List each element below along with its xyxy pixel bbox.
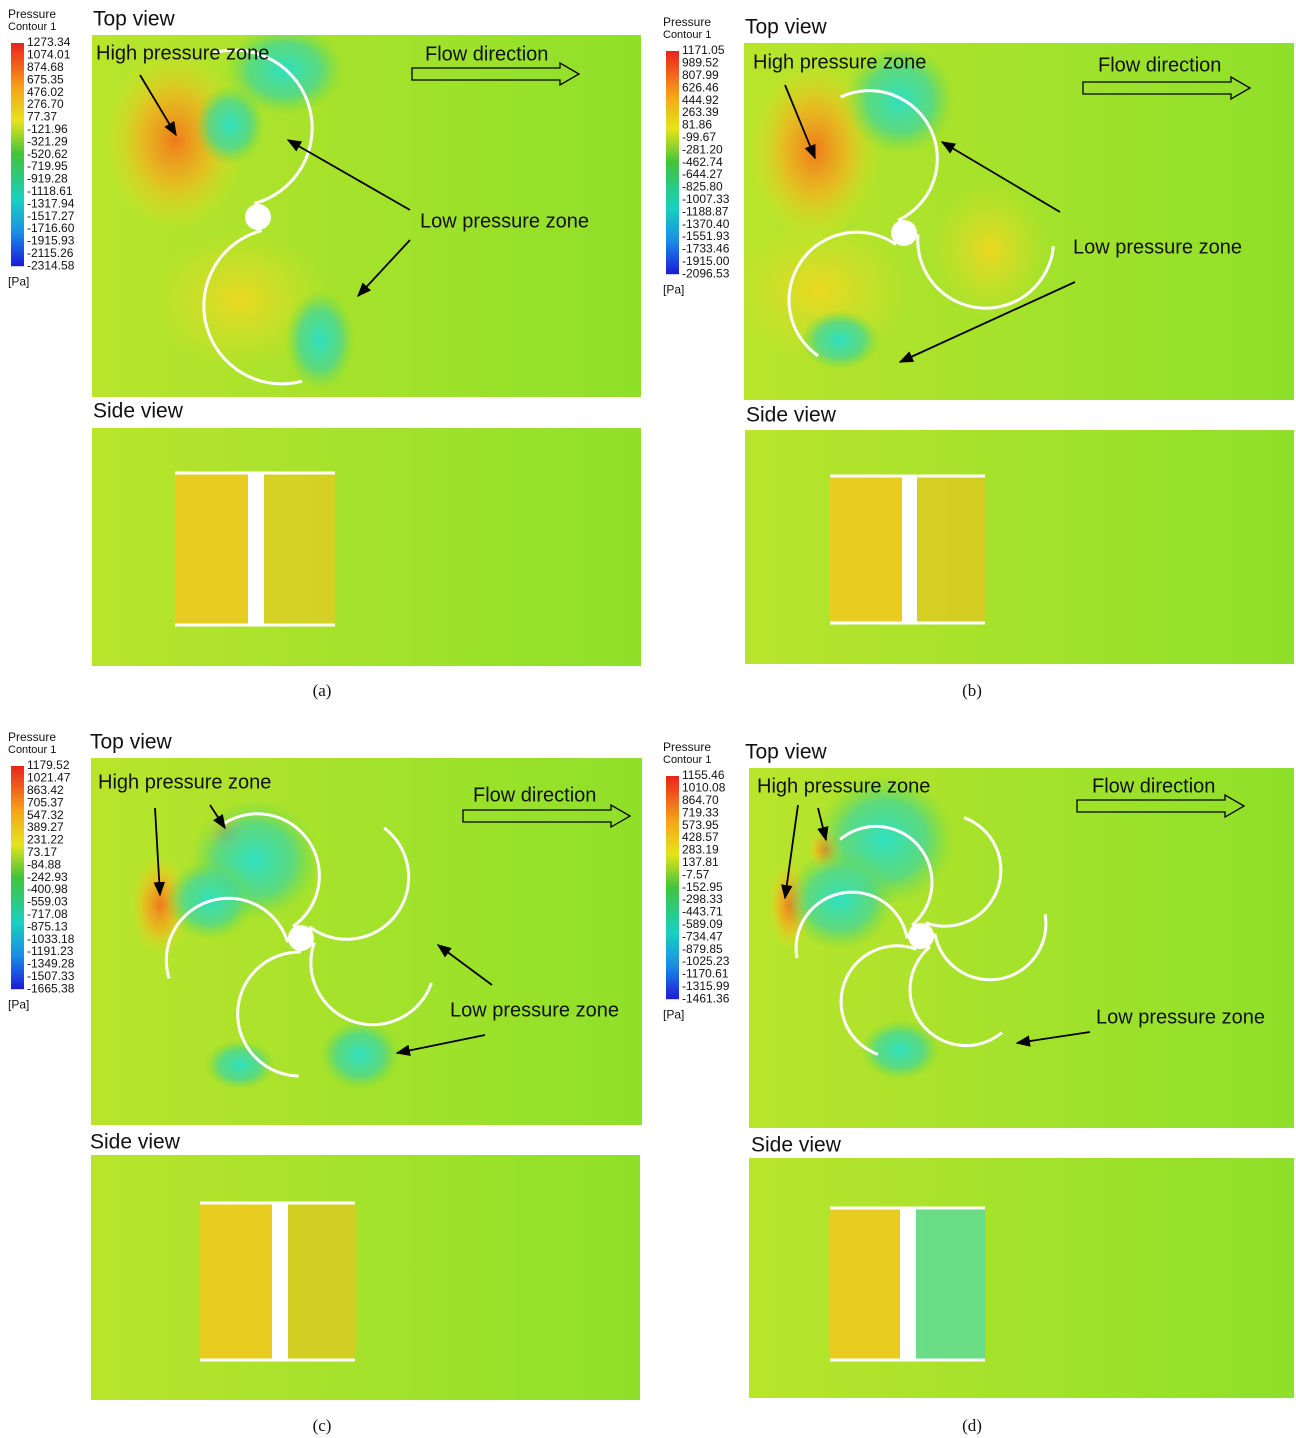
- legend-tick: -2096.53: [682, 266, 730, 280]
- hub: [288, 925, 314, 951]
- pressure-zone: [930, 180, 1050, 320]
- legend-unit: [Pa]: [8, 274, 29, 288]
- shaft: [900, 1208, 916, 1360]
- side-view-contour: [91, 1155, 640, 1400]
- color-bar: [666, 51, 679, 274]
- legend-unit: [Pa]: [663, 1007, 684, 1021]
- legend-subtitle: Contour 1: [663, 754, 711, 766]
- legend-title: Pressure: [8, 730, 56, 744]
- side-view-title: Side view: [93, 400, 184, 423]
- top-view-title: Top view: [90, 731, 173, 754]
- top-view-title: Top view: [93, 8, 176, 31]
- shaft: [248, 473, 264, 625]
- side-view-title: Side view: [751, 1134, 842, 1157]
- legend-title: Pressure: [663, 15, 711, 29]
- annotation-flow: Flow direction: [473, 784, 596, 806]
- annotation-flow: Flow direction: [1092, 775, 1215, 797]
- top-view-title: Top view: [745, 741, 828, 764]
- pressure-zone: [285, 290, 355, 390]
- annotation-low: Low pressure zone: [1096, 1006, 1265, 1028]
- side-view-contour: [745, 430, 1294, 664]
- hub: [891, 220, 917, 246]
- color-bar: [11, 43, 24, 266]
- annotation-high: High pressure zone: [96, 42, 269, 64]
- legend-subtitle: Contour 1: [8, 744, 56, 756]
- legend-unit: [Pa]: [663, 282, 684, 296]
- side-view-contour: [92, 428, 641, 666]
- panel-caption: (b): [962, 681, 982, 700]
- panel-caption: (d): [962, 1416, 982, 1435]
- rotor-rear: [917, 476, 985, 623]
- shaft: [902, 476, 917, 623]
- hub: [908, 923, 934, 949]
- rotor-front: [200, 1203, 272, 1360]
- annotation-high: High pressure zone: [757, 775, 930, 797]
- annotation-low: Low pressure zone: [420, 210, 589, 232]
- legend-subtitle: Contour 1: [663, 29, 711, 41]
- color-bar: [666, 776, 679, 999]
- annotation-high: High pressure zone: [753, 51, 926, 73]
- rotor-front: [175, 473, 248, 625]
- annotation-low: Low pressure zone: [450, 999, 619, 1021]
- rotor-rear: [916, 1208, 985, 1360]
- annotation-high: High pressure zone: [98, 771, 271, 793]
- annotation-low: Low pressure zone: [1073, 236, 1242, 258]
- legend-unit: [Pa]: [8, 997, 29, 1011]
- legend-tick: -1665.38: [27, 981, 75, 995]
- legend-title: Pressure: [663, 740, 711, 754]
- pressure-zone: [800, 310, 880, 370]
- annotation-flow: Flow direction: [425, 43, 548, 65]
- rotor-rear: [288, 1203, 355, 1360]
- side-view-title: Side view: [90, 1131, 181, 1154]
- color-bar: [11, 766, 24, 989]
- panel-caption: (a): [313, 681, 332, 700]
- shaft: [272, 1203, 288, 1360]
- pressure-zone: [195, 85, 265, 165]
- legend-tick: -1461.36: [682, 991, 730, 1005]
- rotor-front: [830, 1208, 900, 1360]
- annotation-flow: Flow direction: [1098, 54, 1221, 76]
- figure: PressureContour 11273.341074.01874.68675…: [0, 0, 1296, 1438]
- pressure-zone: [320, 1020, 400, 1090]
- top-view-title: Top view: [745, 16, 828, 39]
- panel-caption: (c): [313, 1416, 332, 1435]
- legend-subtitle: Contour 1: [8, 21, 56, 33]
- rotor-front: [830, 476, 902, 623]
- rotor-rear: [264, 473, 335, 625]
- legend-tick: -2314.58: [27, 258, 75, 272]
- side-view-title: Side view: [746, 404, 837, 427]
- legend-title: Pressure: [8, 7, 56, 21]
- hub: [245, 204, 271, 230]
